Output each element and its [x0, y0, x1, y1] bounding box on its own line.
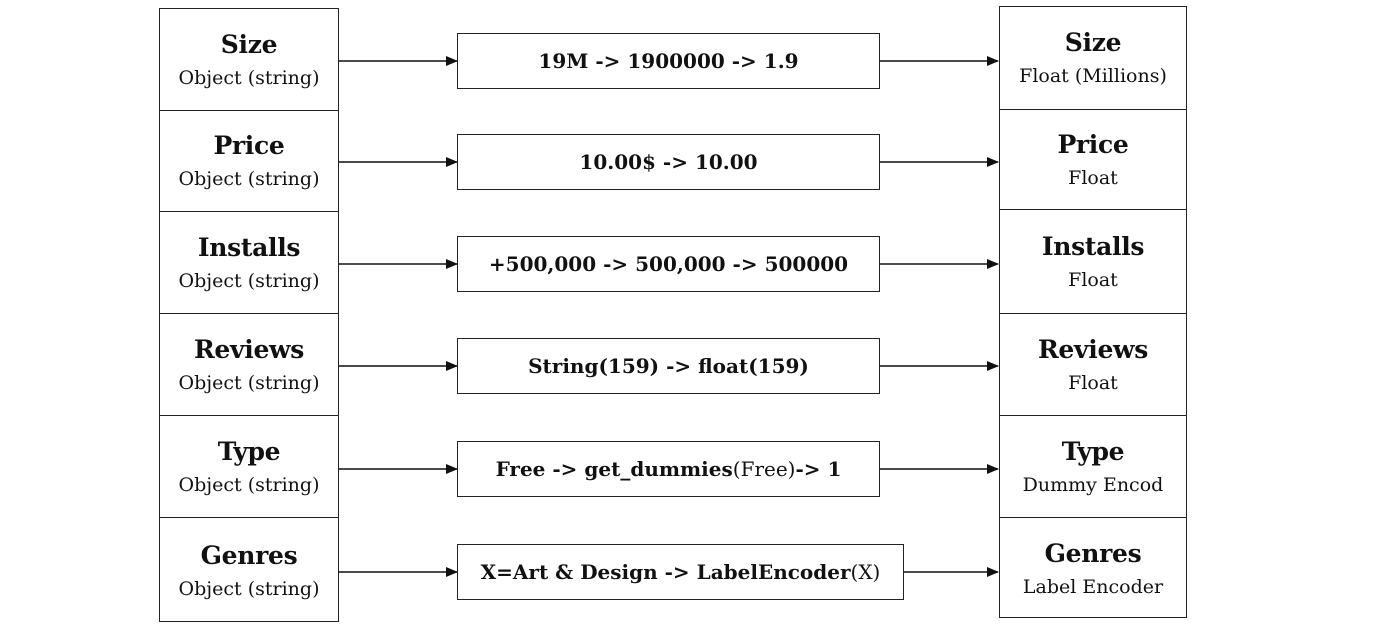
target-field-type: Type Dummy Encod [1000, 415, 1186, 517]
transformation-box: +500,000 -> 500,000 -> 500000 [457, 236, 880, 292]
source-field-price: Price Object (string) [160, 110, 338, 211]
transformation-text: -> 1 [795, 457, 842, 481]
transformation-text: Free -> get_dummies [495, 457, 733, 481]
transformation-box: Free -> get_dummies (Free) -> 1 [457, 441, 880, 497]
source-field-name: Genres [200, 540, 298, 570]
target-field-name: Type [1061, 436, 1125, 466]
source-field-type: Object (string) [178, 577, 320, 600]
source-field-name: Type [217, 436, 281, 466]
target-field-price: Price Float [1000, 109, 1186, 209]
target-field-name: Price [1057, 129, 1129, 159]
target-field-name: Installs [1041, 231, 1145, 261]
target-field-name: Genres [1044, 538, 1142, 568]
source-field-reviews: Reviews Object (string) [160, 313, 338, 415]
target-field-type: Label Encoder [1022, 575, 1164, 598]
source-field-name: Price [213, 131, 285, 160]
source-field-type: Type Object (string) [160, 415, 338, 517]
target-field-type: Dummy Encod [1022, 473, 1164, 496]
target-field-type: Float (Millions) [1019, 65, 1167, 87]
target-fields-column: Size Float (Millions) Price Float Installs Fl… [999, 6, 1187, 618]
source-field-type: Object (string) [178, 473, 320, 496]
transformation-text: (Free) [732, 457, 796, 481]
source-field-type: Object (string) [178, 66, 320, 89]
transformation-text: (X) [850, 560, 881, 584]
transformation-text: 19M -> 1900000 -> 1.9 [538, 49, 799, 73]
source-field-installs: Installs Object (string) [160, 211, 338, 313]
source-field-name: Installs [197, 232, 301, 262]
target-field-type: Float [1068, 371, 1118, 394]
target-field-reviews: Reviews Float [1000, 313, 1186, 415]
target-field-genres: Genres Label Encoder [1000, 517, 1186, 619]
transformation-box: String(159) -> float(159) [457, 338, 880, 394]
target-field-type: Float [1068, 268, 1118, 291]
source-field-name: Size [220, 29, 278, 59]
target-field-type: Float [1068, 166, 1118, 189]
source-fields-column: Size Object (string) Price Object (string) I… [159, 8, 339, 622]
source-field-type: Object (string) [178, 371, 320, 394]
target-field-name: Size [1064, 28, 1122, 57]
source-field-type: Object (string) [178, 168, 320, 190]
target-field-name: Reviews [1037, 334, 1149, 364]
target-field-installs: Installs Float [1000, 209, 1186, 313]
transformation-text: +500,000 -> 500,000 -> 500000 [488, 252, 849, 276]
source-field-genres: Genres Object (string) [160, 517, 338, 623]
source-field-size: Size Object (string) [160, 9, 338, 110]
transformation-text: 10.00$ -> 10.00 [579, 150, 758, 174]
source-field-name: Reviews [193, 334, 305, 364]
transformation-box: 10.00$ -> 10.00 [457, 134, 880, 190]
transformation-box: X=Art & Design -> LabelEncoder (X) [457, 544, 904, 600]
source-field-type: Object (string) [178, 269, 320, 292]
transformation-box: 19M -> 1900000 -> 1.9 [457, 33, 880, 89]
transformation-text: String(159) -> float(159) [528, 354, 809, 378]
transformation-text: X=Art & Design -> LabelEncoder [480, 560, 851, 584]
target-field-size: Size Float (Millions) [1000, 7, 1186, 109]
